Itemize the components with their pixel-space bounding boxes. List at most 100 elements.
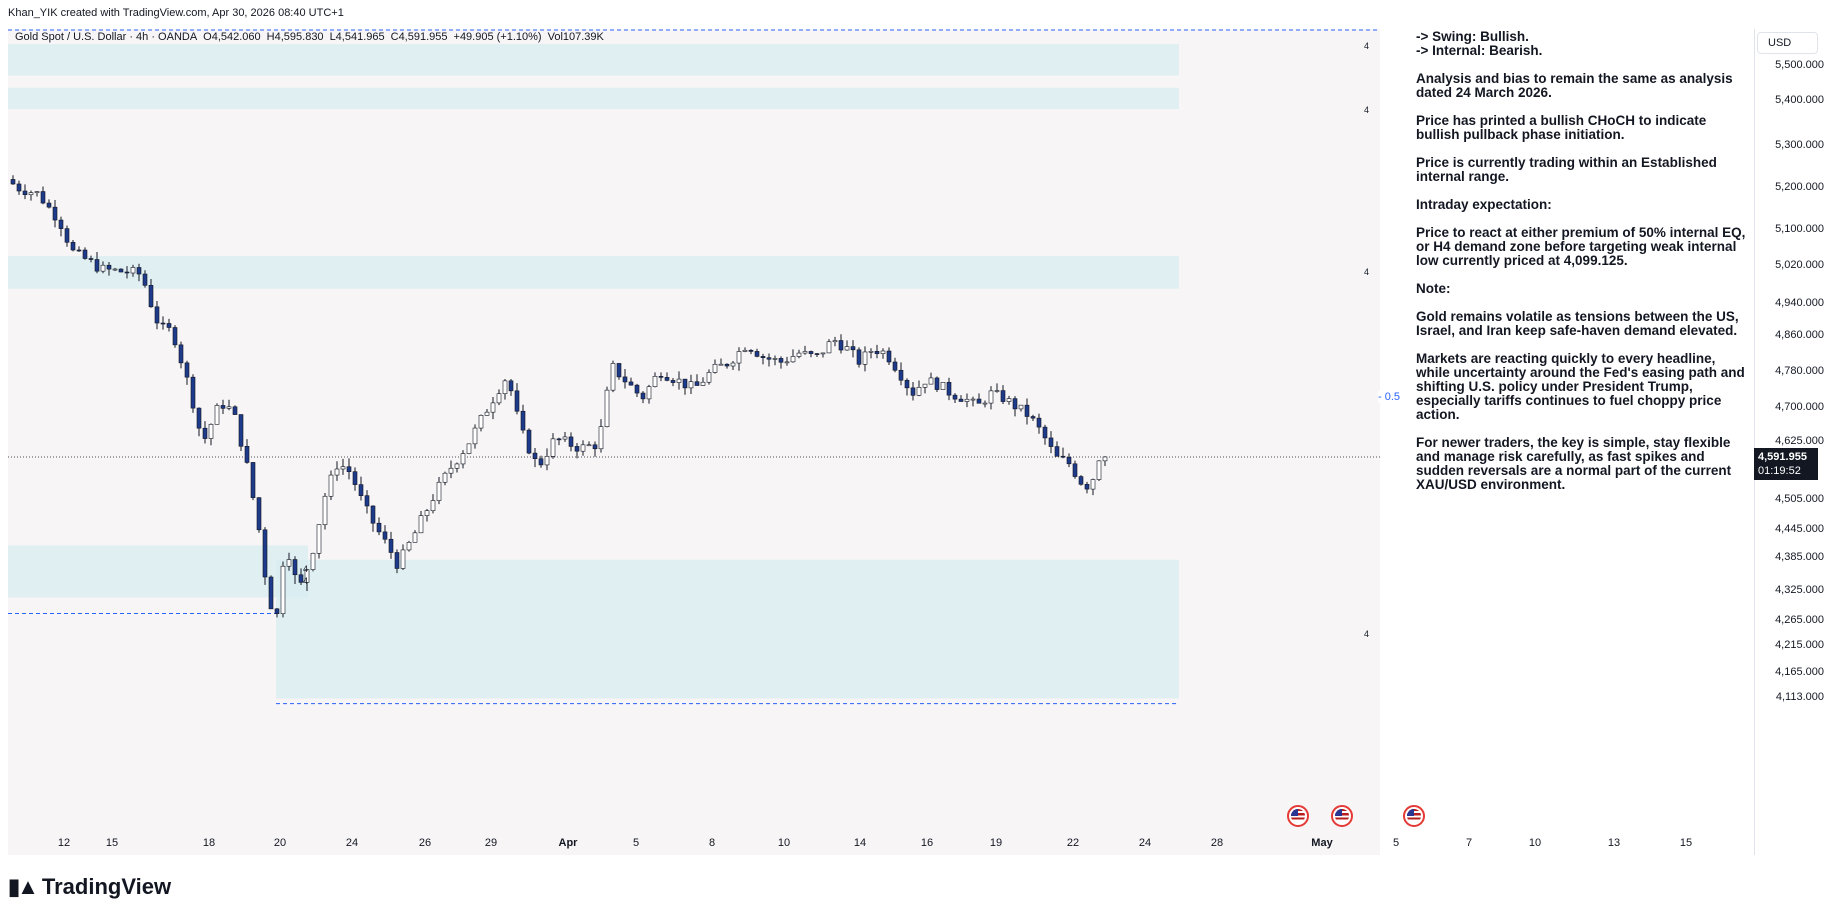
candle-body — [688, 381, 694, 389]
candle — [244, 439, 250, 464]
candle-body — [136, 267, 142, 275]
candle — [94, 252, 100, 274]
candle — [436, 477, 442, 505]
candle-body — [304, 569, 310, 583]
candle-body — [226, 406, 232, 409]
candle-body — [790, 356, 796, 363]
candle — [514, 383, 520, 415]
candle-body — [634, 384, 640, 394]
candle-body — [466, 443, 472, 454]
candle-body — [418, 515, 424, 534]
candle — [208, 423, 214, 446]
candle — [676, 371, 682, 390]
price-tick-label: 4,265.000 — [1775, 614, 1824, 626]
time-tick-label: 18 — [202, 837, 216, 849]
candle-body — [904, 379, 910, 389]
candle — [808, 350, 814, 358]
candle — [130, 264, 136, 277]
candle — [712, 359, 718, 374]
price-tick-label: 5,400.000 — [1775, 94, 1824, 106]
time-tick-label: 7 — [1465, 837, 1473, 849]
candle-body — [940, 382, 946, 390]
candle-body — [160, 322, 166, 325]
candle — [304, 568, 310, 591]
candle — [910, 381, 916, 401]
candle — [886, 347, 892, 366]
candle-body — [40, 191, 46, 204]
candle — [76, 246, 82, 252]
time-tick-label: May — [1311, 837, 1333, 849]
candle-body — [868, 350, 874, 353]
zone-tag: 4 — [1364, 267, 1370, 277]
candle-body — [682, 378, 688, 389]
price-tick-label: 5,100.000 — [1775, 223, 1824, 235]
currency-selector[interactable]: USD — [1757, 32, 1818, 54]
candle-body — [814, 353, 820, 355]
candle-body — [280, 565, 286, 614]
candle — [298, 568, 304, 586]
candle-body — [706, 372, 712, 383]
candle-body — [994, 390, 1000, 392]
candle — [82, 247, 88, 260]
symbol-label[interactable]: Gold Spot / U.S. Dollar · 4h · OANDA — [15, 31, 198, 43]
candle — [508, 378, 514, 396]
chart-area[interactable]: Gold Spot / U.S. Dollar · 4h · OANDA O4,… — [8, 29, 1380, 855]
candle — [640, 391, 646, 404]
candle — [832, 336, 838, 347]
time-tick-label: Apr — [558, 837, 578, 849]
candle-body — [64, 228, 70, 243]
candle — [88, 255, 94, 263]
us-flag-event-icon[interactable] — [1287, 805, 1309, 827]
candle — [28, 190, 34, 201]
candle — [496, 389, 502, 406]
candle — [154, 300, 160, 330]
equilibrium-marker-label: - 0.5 — [1378, 391, 1401, 403]
candle — [772, 355, 778, 366]
candle — [946, 377, 952, 401]
time-tick-label: 10 — [1528, 837, 1542, 849]
price-tick-label: 5,500.000 — [1775, 59, 1824, 71]
change-value: +49.905 (+1.10%) — [453, 31, 542, 43]
candle-body — [568, 436, 574, 447]
candle — [52, 200, 58, 228]
candle — [286, 552, 292, 571]
candle — [1036, 413, 1042, 434]
candlestick-chart[interactable] — [8, 29, 1380, 855]
candle — [58, 216, 64, 237]
bar-countdown: 01:19:52 — [1754, 462, 1818, 480]
candle — [142, 270, 148, 288]
candle — [1084, 481, 1090, 494]
candle — [340, 458, 346, 475]
candle-body — [454, 463, 460, 469]
candle-body — [490, 402, 496, 413]
candle — [928, 372, 934, 385]
time-tick-label: 5 — [1392, 837, 1400, 849]
candle-body — [142, 273, 148, 286]
candle-body — [88, 258, 94, 260]
candle — [1024, 398, 1030, 425]
tradingview-logo[interactable]: ▮▲ TradingView — [8, 874, 171, 900]
candle — [1030, 414, 1036, 421]
candle — [442, 471, 448, 486]
candle-body — [910, 387, 916, 396]
price-axis[interactable]: 5,500.000 5,400.000 5,300.000 5,200.000 5,10… — [1754, 29, 1835, 855]
candle-body — [112, 268, 118, 271]
candle — [628, 377, 634, 386]
time-tick-label: 14 — [853, 837, 867, 849]
candle — [520, 404, 526, 434]
candle-body — [808, 351, 814, 354]
us-flag-event-icon[interactable] — [1331, 805, 1353, 827]
candle — [790, 349, 796, 363]
candle — [1090, 478, 1096, 496]
us-flag-event-icon[interactable] — [1403, 805, 1425, 827]
candle-body — [562, 436, 568, 440]
candle — [754, 348, 760, 358]
time-axis[interactable]: 12 15 18 20 24 26 29 Apr 5 8 10 14 16 19 22 24 28 May 5 7 10… — [8, 831, 1754, 855]
note-choch: Price has printed a bullish CHoCH to ind… — [1416, 113, 1707, 142]
candle-body — [400, 549, 406, 569]
candle — [364, 490, 370, 514]
candle — [958, 395, 964, 402]
candle-body — [778, 358, 784, 363]
time-tick-label: 19 — [989, 837, 1003, 849]
candle — [166, 318, 172, 332]
